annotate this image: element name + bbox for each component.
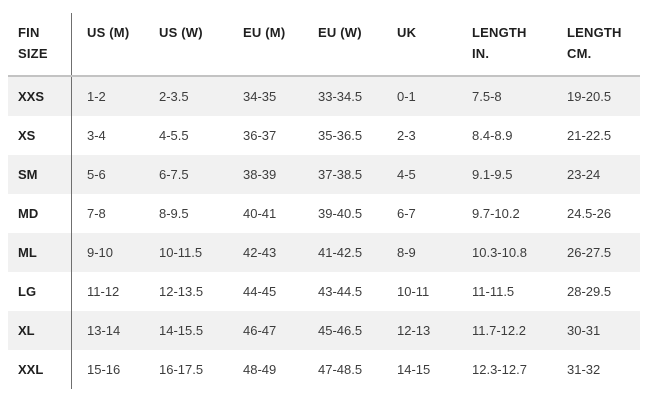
header-cell-eu-m: EU (M) [228,13,303,75]
table-cell: 23-24 [567,167,601,182]
header-label: US (M) [87,25,130,40]
table-cell: 9.1-9.5 [472,167,513,182]
table-cell: 40-41 [243,206,277,221]
table-cell: 47-48.5 [318,362,363,377]
table-cell: 48-49 [243,362,277,377]
row-label: XXL [8,350,72,389]
table-cell: 1-2 [87,89,106,104]
table-cell: 7-8 [87,206,106,221]
table-cell: 42-43 [243,245,277,260]
header-label: FIN SIZE [18,25,48,61]
header-cell-eu-w: EU (W) [303,13,382,75]
table-row-md: MD 7-8 8-9.5 40-41 39-40.5 6-7 9.7-10.2 … [8,194,640,233]
table-cell: 11.7-12.2 [472,323,526,338]
table-cell: 3-4 [87,128,106,143]
table-cell: 46-47 [243,323,277,338]
table-cell: 41-42.5 [318,245,363,260]
table-cell: 34-35 [243,89,277,104]
table-cell: 2-3 [397,128,416,143]
table-cell: 28-29.5 [567,284,612,299]
row-label: LG [8,272,72,311]
table-cell: 2-3.5 [159,89,189,104]
table-row-sm: SM 5-6 6-7.5 38-39 37-38.5 4-5 9.1-9.5 2… [8,155,640,194]
table-row-xl: XL 13-14 14-15.5 46-47 45-46.5 12-13 11.… [8,311,640,350]
header-cell-length-in: LENGTH IN. [457,13,552,75]
header-label: US (W) [159,25,203,40]
table-cell: 8-9 [397,245,416,260]
row-label: ML [8,233,72,272]
table-cell: 9.7-10.2 [472,206,520,221]
table-cell: 14-15 [397,362,431,377]
table-cell: 9-10 [87,245,114,260]
table-cell: 45-46.5 [318,323,363,338]
header-cell-us-w: US (W) [144,13,228,75]
table-cell: 13-14 [87,323,121,338]
header-cell-fin-size: FIN SIZE [8,13,72,75]
table-cell: 44-45 [243,284,277,299]
header-cell-length-cm: LENGTH CM. [552,13,640,75]
table-cell: 6-7.5 [159,167,189,182]
table-cell: 12-13 [397,323,431,338]
header-label: UK [397,25,417,40]
table-cell: 10-11 [397,284,430,299]
table-cell: 11-11.5 [472,284,515,299]
table-cell: 19-20.5 [567,89,612,104]
table-cell: 38-39 [243,167,277,182]
row-label: MD [8,194,72,233]
table-cell: 8-9.5 [159,206,189,221]
table-cell: 26-27.5 [567,245,612,260]
header-label: EU (M) [243,25,286,40]
table-cell: 12-13.5 [159,284,204,299]
table-cell: 15-16 [87,362,121,377]
table-row-ml: ML 9-10 10-11.5 42-43 41-42.5 8-9 10.3-1… [8,233,640,272]
table-row-xxl: XXL 15-16 16-17.5 48-49 47-48.5 14-15 12… [8,350,640,389]
table-cell: 14-15.5 [159,323,204,338]
header-label: EU (W) [318,25,362,40]
table-cell: 31-32 [567,362,601,377]
table-cell: 21-22.5 [567,128,612,143]
row-label: XL [8,311,72,350]
table-cell: 30-31 [567,323,601,338]
table-row-xxs: XXS 1-2 2-3.5 34-35 33-34.5 0-1 7.5-8 19… [8,77,640,116]
table-cell: 4-5.5 [159,128,189,143]
table-cell: 12.3-12.7 [472,362,527,377]
row-label: SM [8,155,72,194]
table-cell: 10.3-10.8 [472,245,527,260]
header-cell-uk: UK [382,13,457,75]
row-label: XXS [8,77,72,116]
header-cell-us-m: US (M) [72,13,144,75]
header-label: LENGTH CM. [567,25,622,61]
table-cell: 0-1 [397,89,416,104]
table-row-xs: XS 3-4 4-5.5 36-37 35-36.5 2-3 8.4-8.9 2… [8,116,640,155]
fin-size-chart-table: FIN SIZE US (M) US (W) EU (M) EU (W) UK … [8,13,640,389]
table-cell: 35-36.5 [318,128,363,143]
table-header-row: FIN SIZE US (M) US (W) EU (M) EU (W) UK … [8,13,640,77]
table-cell: 7.5-8 [472,89,502,104]
table-cell: 6-7 [397,206,416,221]
table-cell: 8.4-8.9 [472,128,513,143]
table-cell: 10-11.5 [159,245,203,260]
table-cell: 36-37 [243,128,277,143]
table-row-lg: LG 11-12 12-13.5 44-45 43-44.5 10-11 11-… [8,272,640,311]
table-cell: 43-44.5 [318,284,363,299]
row-label: XS [8,116,72,155]
table-cell: 33-34.5 [318,89,363,104]
table-cell: 24.5-26 [567,206,612,221]
table-cell: 11-12 [87,284,120,299]
header-label: LENGTH IN. [472,25,527,61]
table-cell: 4-5 [397,167,416,182]
table-cell: 39-40.5 [318,206,363,221]
table-cell: 5-6 [87,167,106,182]
table-cell: 16-17.5 [159,362,204,377]
table-cell: 37-38.5 [318,167,363,182]
